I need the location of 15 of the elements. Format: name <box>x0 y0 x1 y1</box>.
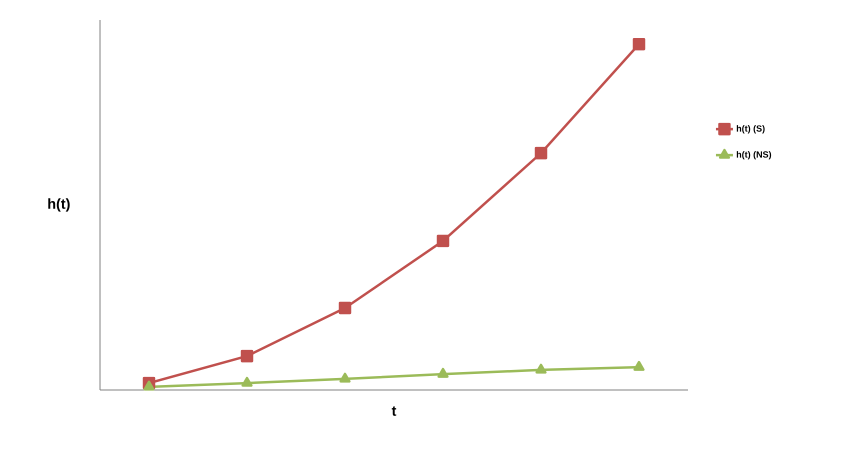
point <box>633 360 645 371</box>
legend-label: h(t) (NS) <box>736 151 772 160</box>
point <box>436 234 450 248</box>
point <box>240 350 254 362</box>
y-axis-title: h(t) <box>48 198 70 212</box>
point <box>534 146 548 160</box>
point <box>241 376 253 387</box>
x-axis-title: t <box>392 406 396 416</box>
legend-label: h(t) (S) <box>736 125 765 134</box>
point <box>437 368 449 378</box>
point <box>632 38 646 50</box>
point <box>338 302 352 314</box>
point <box>535 364 547 374</box>
point <box>339 372 351 383</box>
point <box>143 380 155 391</box>
